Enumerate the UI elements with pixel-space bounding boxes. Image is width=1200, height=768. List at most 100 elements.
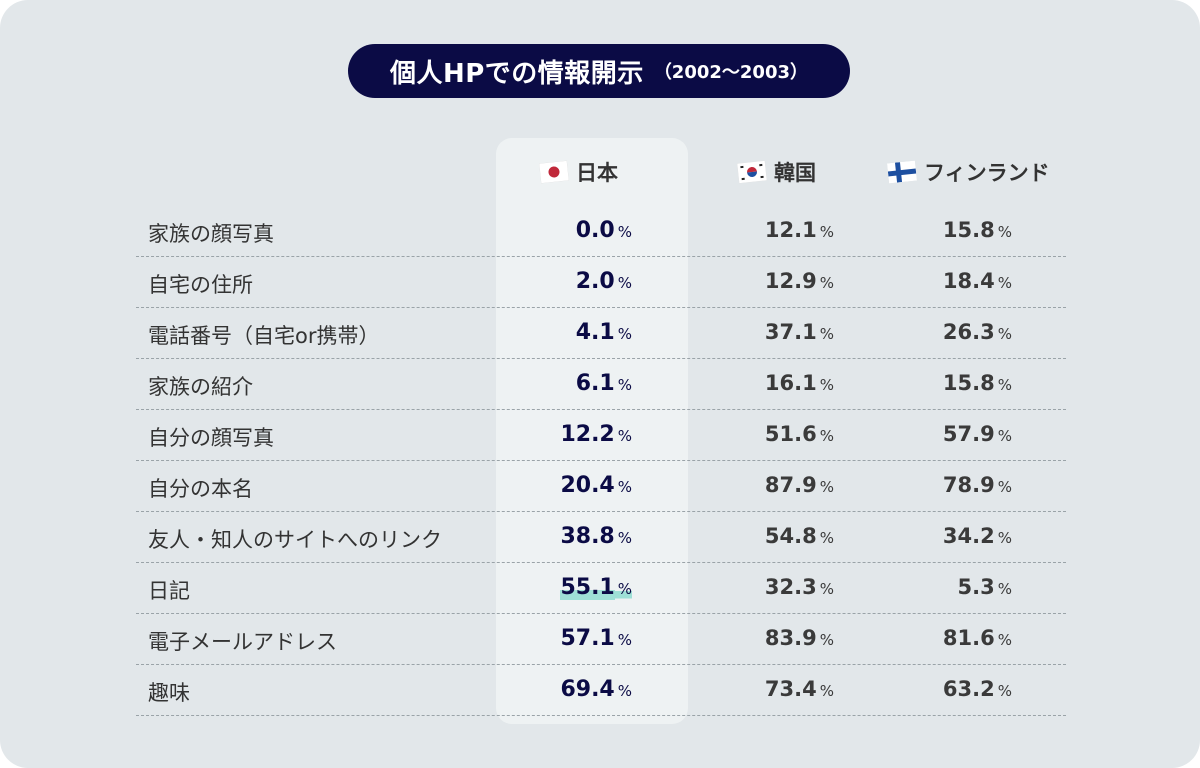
value-korea: 54.8% bbox=[765, 524, 834, 548]
percent-unit: % bbox=[819, 529, 834, 547]
percent-unit: % bbox=[617, 223, 632, 241]
value-korea: 37.1% bbox=[765, 320, 834, 344]
value-number: 16.1 bbox=[764, 371, 817, 395]
value-korea: 83.9% bbox=[765, 626, 834, 650]
value-number: 83.9 bbox=[764, 626, 817, 650]
value-japan: 38.8% bbox=[560, 524, 632, 549]
value-finland: 26.3% bbox=[943, 320, 1012, 344]
percent-unit: % bbox=[617, 376, 632, 394]
value-finland: 34.2% bbox=[943, 524, 1012, 548]
value-number: 55.1 bbox=[560, 575, 615, 600]
percent-unit: % bbox=[997, 580, 1012, 598]
table-row: 自分の顔写真 12.2% 51.6% 57.9% bbox=[136, 410, 1066, 461]
japan-column-highlight bbox=[496, 138, 688, 724]
value-japan: 0.0% bbox=[576, 218, 632, 243]
row-label: 自分の顔写真 bbox=[148, 426, 274, 450]
value-number: 2.0 bbox=[575, 269, 615, 294]
value-japan: 57.1% bbox=[560, 626, 632, 651]
value-japan: 55.1% bbox=[560, 575, 632, 600]
row-label: 友人・知人のサイトへのリンク bbox=[148, 528, 442, 552]
value-number: 54.8 bbox=[764, 524, 817, 548]
title-sub: （2002〜2003） bbox=[653, 62, 809, 83]
value-finland: 57.9% bbox=[943, 422, 1012, 446]
row-label: 自宅の住所 bbox=[148, 273, 253, 297]
row-label: 家族の顔写真 bbox=[148, 222, 274, 246]
value-korea: 16.1% bbox=[765, 371, 834, 395]
value-japan: 4.1% bbox=[576, 320, 632, 345]
percent-unit: % bbox=[997, 223, 1012, 241]
value-korea: 73.4% bbox=[765, 677, 834, 701]
row-label: 電子メールアドレス bbox=[148, 630, 337, 654]
data-table: 家族の顔写真 0.0% 12.1% 15.8% 自宅の住所 2.0% 12.9% 18.4% 電… bbox=[136, 206, 1066, 716]
korea-flag-icon bbox=[737, 160, 767, 184]
row-label: 家族の紹介 bbox=[148, 375, 253, 399]
percent-unit: % bbox=[997, 631, 1012, 649]
percent-unit: % bbox=[819, 274, 834, 292]
value-number: 12.2 bbox=[560, 422, 615, 447]
percent-unit: % bbox=[617, 427, 632, 445]
title-pill: 個人HPでの情報開示 （2002〜2003） bbox=[348, 44, 850, 98]
value-number: 4.1 bbox=[575, 320, 615, 345]
percent-unit: % bbox=[997, 274, 1012, 292]
value-number: 57.9 bbox=[942, 422, 995, 446]
value-number: 37.1 bbox=[764, 320, 817, 344]
value-number: 5.3 bbox=[957, 575, 995, 599]
column-header-label: 韓国 bbox=[774, 161, 816, 185]
percent-unit: % bbox=[617, 325, 632, 343]
percent-unit: % bbox=[819, 631, 834, 649]
value-number: 15.8 bbox=[942, 218, 995, 242]
value-number: 12.1 bbox=[764, 218, 817, 242]
value-finland: 15.8% bbox=[943, 218, 1012, 242]
percent-unit: % bbox=[819, 682, 834, 700]
table-row: 自分の本名 20.4% 87.9% 78.9% bbox=[136, 461, 1066, 512]
percent-unit: % bbox=[819, 580, 834, 598]
row-label: 日記 bbox=[148, 579, 190, 603]
table-row: 家族の顔写真 0.0% 12.1% 15.8% bbox=[136, 206, 1066, 257]
value-number: 6.1 bbox=[575, 371, 615, 396]
percent-unit: % bbox=[819, 325, 834, 343]
percent-unit: % bbox=[997, 376, 1012, 394]
percent-unit: % bbox=[617, 580, 632, 598]
value-number: 15.8 bbox=[942, 371, 995, 395]
finland-flag-icon bbox=[887, 160, 917, 184]
row-label: 電話番号（自宅or携帯） bbox=[148, 324, 380, 348]
column-header-label: 日本 bbox=[576, 161, 618, 185]
value-number: 34.2 bbox=[942, 524, 995, 548]
percent-unit: % bbox=[617, 478, 632, 496]
row-label: 趣味 bbox=[148, 681, 190, 705]
table-row: 電子メールアドレス 57.1% 83.9% 81.6% bbox=[136, 614, 1066, 665]
value-japan: 20.4% bbox=[560, 473, 632, 498]
percent-unit: % bbox=[997, 529, 1012, 547]
percent-unit: % bbox=[997, 478, 1012, 496]
value-korea: 12.1% bbox=[765, 218, 834, 242]
value-korea: 51.6% bbox=[765, 422, 834, 446]
value-korea: 87.9% bbox=[765, 473, 834, 497]
table-row: 電話番号（自宅or携帯） 4.1% 37.1% 26.3% bbox=[136, 308, 1066, 359]
value-korea: 12.9% bbox=[765, 269, 834, 293]
percent-unit: % bbox=[617, 682, 632, 700]
percent-unit: % bbox=[819, 223, 834, 241]
value-number: 69.4 bbox=[560, 677, 615, 702]
value-number: 57.1 bbox=[560, 626, 615, 651]
value-finland: 81.6% bbox=[943, 626, 1012, 650]
value-number: 73.4 bbox=[764, 677, 817, 701]
column-header-finland: フィンランド bbox=[887, 152, 1050, 192]
table-row: 家族の紹介 6.1% 16.1% 15.8% bbox=[136, 359, 1066, 410]
column-header-label: フィンランド bbox=[924, 161, 1050, 185]
value-number: 0.0 bbox=[575, 218, 615, 243]
percent-unit: % bbox=[819, 376, 834, 394]
value-finland: 5.3% bbox=[958, 575, 1012, 599]
table-row: 友人・知人のサイトへのリンク 38.8% 54.8% 34.2% bbox=[136, 512, 1066, 563]
percent-unit: % bbox=[617, 274, 632, 292]
value-finland: 78.9% bbox=[943, 473, 1012, 497]
percent-unit: % bbox=[617, 631, 632, 649]
value-japan: 6.1% bbox=[576, 371, 632, 396]
value-japan: 2.0% bbox=[576, 269, 632, 294]
value-finland: 63.2% bbox=[943, 677, 1012, 701]
title-main: 個人HPでの情報開示 bbox=[389, 58, 644, 89]
percent-unit: % bbox=[819, 478, 834, 496]
column-header-korea: 韓国 bbox=[737, 152, 816, 192]
table-row: 趣味 69.4% 73.4% 63.2% bbox=[136, 665, 1066, 716]
value-finland: 15.8% bbox=[943, 371, 1012, 395]
